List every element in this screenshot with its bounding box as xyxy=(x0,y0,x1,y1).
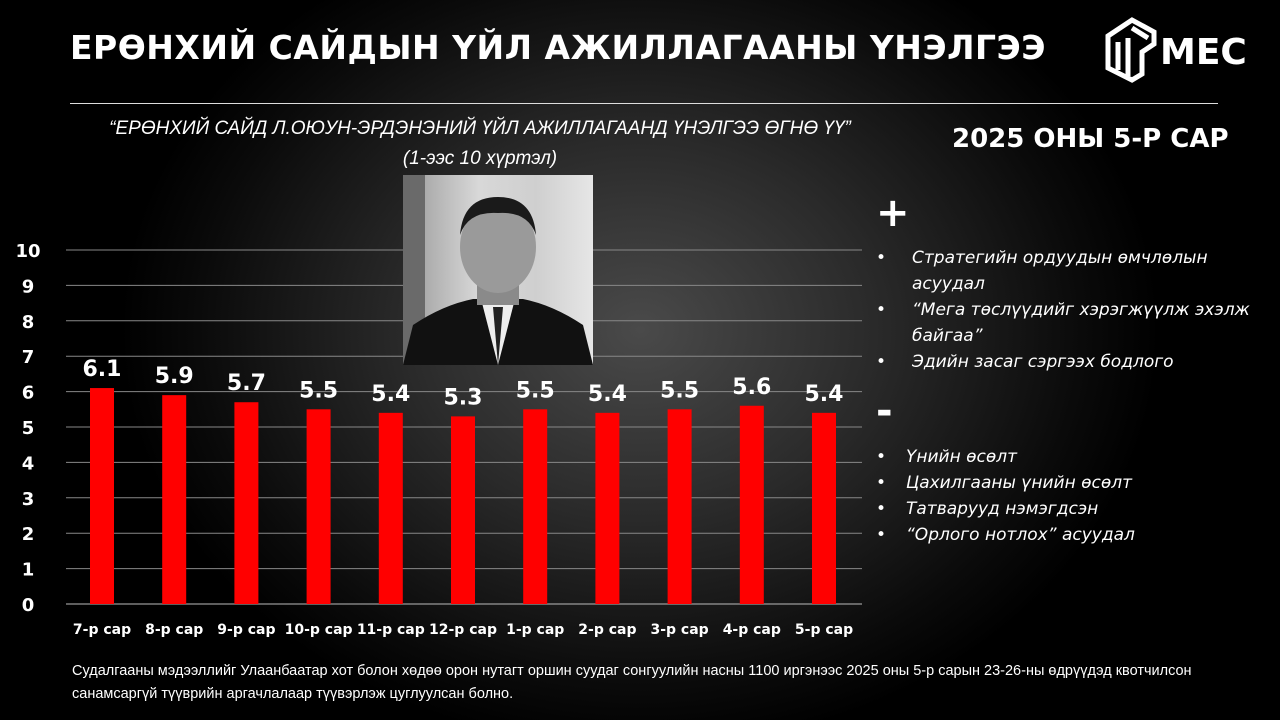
bar xyxy=(234,402,259,604)
x-tick-label: 8-р сар xyxy=(145,622,203,638)
y-tick-label: 1 xyxy=(22,560,35,581)
prime-minister-photo xyxy=(403,175,593,365)
x-tick-label: 11-р сар xyxy=(357,622,425,638)
data-label: 5.3 xyxy=(444,385,483,410)
period-label: 2025 ОНЫ 5-Р САР xyxy=(952,124,1229,154)
y-tick-label: 2 xyxy=(22,524,35,545)
question-text: “ЕРӨНХИЙ САЙД Л.ОЮУН-ЭРДЭНЭНИЙ ҮЙЛ АЖИЛЛ… xyxy=(109,118,851,139)
bar xyxy=(667,409,692,604)
data-label: 5.6 xyxy=(732,375,771,400)
y-tick-label: 7 xyxy=(22,347,35,368)
y-tick-label: 8 xyxy=(22,312,35,333)
list-item: “Мега төслүүдийг хэрэгжүүлж эхэлж байгаа… xyxy=(876,297,1272,349)
y-tick-label: 10 xyxy=(15,241,40,262)
x-tick-label: 1-р сар xyxy=(506,622,564,638)
x-tick-label: 3-р сар xyxy=(650,622,708,638)
positives-symbol: + xyxy=(876,190,910,236)
x-tick-label: 7-р сар xyxy=(73,622,131,638)
x-tick-label: 4-р сар xyxy=(723,622,781,638)
bar xyxy=(162,395,187,604)
data-label: 6.1 xyxy=(83,357,122,382)
mec-logo: MEC xyxy=(1102,14,1262,88)
negatives-list: Үнийн өсөлт Цахилгааны үнийн өсөлт Татва… xyxy=(876,444,1266,548)
data-label: 5.9 xyxy=(155,364,194,389)
data-label: 5.5 xyxy=(299,378,338,403)
data-label: 5.5 xyxy=(516,378,555,403)
list-item: Цахилгааны үнийн өсөлт xyxy=(876,470,1266,496)
data-label: 5.4 xyxy=(588,382,627,407)
x-tick-label: 10-р сар xyxy=(285,622,353,638)
bar xyxy=(812,412,836,604)
bar xyxy=(90,388,114,604)
methodology-note: Судалгааны мэдээллийг Улаанбаатар хот бо… xyxy=(72,663,1192,702)
list-item: Татварууд нэмэгдсэн xyxy=(876,496,1266,522)
page-title: ЕРӨНХИЙ САЙДЫН ҮЙЛ АЖИЛЛАГААНЫ ҮНЭЛГЭЭ xyxy=(70,28,1046,67)
bar xyxy=(378,412,403,604)
bar-chart: 0 1 2 3 4 5 6 7 8 9 10 6.1 7-р сар 5.9 8-р сар 5.7 9-р с… xyxy=(15,241,862,638)
list-item: Үнийн өсөлт xyxy=(876,444,1266,470)
svg-text:MEC: MEC xyxy=(1160,32,1247,73)
positives-list: Стратегийн ордуудын өмчлөлын асуудал “Ме… xyxy=(876,245,1272,375)
data-label: 5.5 xyxy=(660,378,699,403)
x-tick-label: 9-р сар xyxy=(217,622,275,638)
y-tick-label: 6 xyxy=(22,383,35,404)
survey-question: “ЕРӨНХИЙ САЙД Л.ОЮУН-ЭРДЭНЭНИЙ ҮЙЛ АЖИЛЛ… xyxy=(0,114,960,174)
question-scale: (1-ээс 10 хүртэл) xyxy=(402,148,558,169)
x-tick-label: 2-р сар xyxy=(578,622,636,638)
data-label: 5.7 xyxy=(227,371,266,396)
data-label: 5.4 xyxy=(805,382,844,407)
y-tick-label: 3 xyxy=(22,489,35,510)
y-tick-label: 0 xyxy=(22,595,35,616)
x-tick-label: 12-р сар xyxy=(429,622,497,638)
bar xyxy=(739,405,764,604)
y-tick-label: 4 xyxy=(22,453,35,474)
header-divider xyxy=(70,103,1218,104)
y-tick-label: 9 xyxy=(22,276,35,297)
list-item: Эдийн засаг сэргээх бодлого xyxy=(876,349,1272,375)
x-tick-label: 5-р сар xyxy=(795,622,853,638)
y-tick-label: 5 xyxy=(22,418,35,439)
data-label: 5.4 xyxy=(371,382,410,407)
list-item: Стратегийн ордуудын өмчлөлын асуудал xyxy=(876,245,1272,297)
bar xyxy=(523,409,548,604)
bar xyxy=(451,416,475,604)
bar xyxy=(595,412,620,604)
bar xyxy=(306,409,331,604)
negatives-symbol: - xyxy=(876,388,893,434)
list-item: “Орлого нотлох” асуудал xyxy=(876,522,1266,548)
